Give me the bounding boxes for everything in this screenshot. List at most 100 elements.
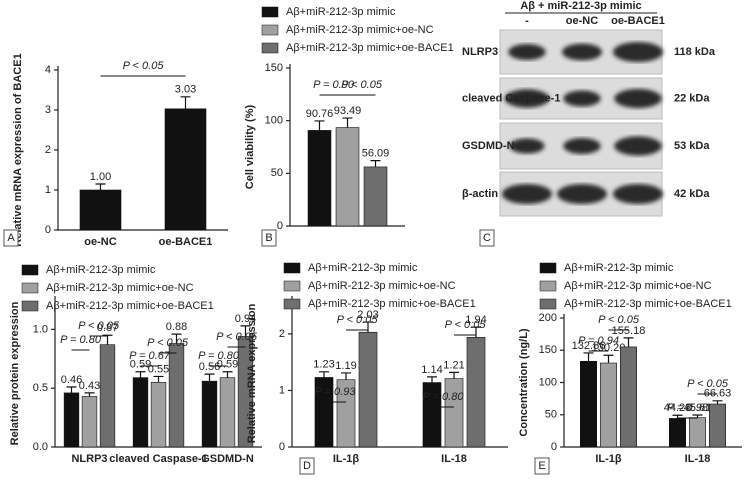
- protein-label: GSDMD-N: [462, 140, 515, 152]
- size-label: 22 kDa: [674, 92, 710, 104]
- value-label: 1.19: [335, 360, 356, 372]
- error-bar: [427, 376, 437, 383]
- value-label: 155.18: [612, 325, 646, 337]
- bar: [688, 417, 706, 448]
- error-bar: [314, 120, 325, 131]
- legend-label: Aβ+miR-212-3p mimic+oe-BACE1: [286, 42, 454, 54]
- error-bar: [712, 400, 723, 405]
- legend-swatch: [21, 282, 39, 294]
- y-axis-label: Relative protein expression: [9, 301, 21, 445]
- x-tick-label: IL-18: [685, 453, 711, 465]
- legend-swatch: [283, 262, 301, 274]
- significance-label: P < 0.05: [445, 319, 487, 331]
- value-label: 0.56: [199, 361, 220, 373]
- legend-swatch: [261, 42, 279, 54]
- protein-label: β-actin: [462, 188, 498, 200]
- lane-label: -: [525, 15, 529, 27]
- blot-band: [563, 90, 601, 107]
- legend-label: Aβ+miR-212-3p mimic: [46, 264, 156, 276]
- bar: [444, 378, 464, 448]
- panel-letter-box: [3, 229, 19, 247]
- value-label: 45.61: [684, 402, 712, 414]
- significance-label: P < 0.05: [78, 320, 120, 332]
- significance-label: P < 0.05: [123, 60, 165, 72]
- bar: [307, 130, 332, 227]
- x-tick-label: IL-1β: [333, 453, 360, 465]
- bar: [466, 337, 486, 448]
- y-tick-label: 50: [545, 409, 557, 421]
- blot-band: [504, 89, 550, 108]
- error-bar: [319, 371, 329, 378]
- bar: [201, 380, 218, 448]
- value-label: 132.86: [572, 340, 606, 352]
- panel-letter-box: [479, 229, 495, 247]
- y-tick-label: 100: [265, 115, 283, 127]
- blot-band: [557, 184, 607, 204]
- x-tick-label: oe-BACE1: [159, 236, 213, 248]
- lane-label: oe-NC: [566, 15, 598, 27]
- blot-band: [563, 138, 601, 154]
- value-label: 3.03: [175, 84, 196, 96]
- error-bar: [171, 333, 182, 344]
- legend-swatch: [539, 298, 557, 310]
- x-tick-label: IL-18: [441, 453, 467, 465]
- error-bar: [623, 337, 634, 347]
- size-label: 42 kDa: [674, 188, 710, 200]
- size-label: 118 kDa: [674, 46, 716, 58]
- blot-band: [614, 136, 662, 156]
- value-label: 1.23: [313, 359, 334, 371]
- y-tick-label: 100: [539, 376, 557, 388]
- x-tick-label: cleaved Caspase-1: [109, 453, 207, 465]
- significance-label: P = 0.90: [313, 79, 355, 91]
- bar: [708, 403, 726, 448]
- blot-band: [614, 88, 662, 109]
- protein-label: NLRP3: [462, 46, 498, 58]
- value-label: 1.21: [443, 359, 464, 371]
- value-label: 44.28: [664, 402, 692, 414]
- error-bar: [449, 371, 459, 379]
- error-bar: [471, 326, 481, 338]
- value-label: 1.14: [421, 364, 442, 376]
- panel-letter: D: [303, 460, 311, 472]
- y-tick-label: 1: [45, 184, 51, 196]
- value-label: 90.76: [306, 108, 334, 120]
- value-label: 0.55: [148, 363, 169, 375]
- legend-label: Aβ+miR-212-3p mimic: [564, 262, 674, 274]
- y-tick-label: 200: [539, 312, 557, 324]
- significance-label: P = 0.80: [198, 350, 240, 362]
- legend-label: Aβ+miR-212-3p mimic+oe-NC: [286, 24, 434, 36]
- size-label: 53 kDa: [674, 140, 710, 152]
- error-bar: [692, 414, 703, 418]
- y-tick-label: 0: [45, 224, 51, 236]
- legend-swatch: [21, 264, 39, 276]
- error-bar: [603, 354, 614, 364]
- legend-label: Aβ+miR-212-3p mimic+oe-NC: [564, 280, 712, 292]
- value-label: 56.09: [362, 148, 390, 160]
- error-bar: [222, 371, 233, 378]
- panel-letter-box: [299, 457, 315, 475]
- y-axis-label: Relative mRNA expression of BACE1: [12, 53, 24, 246]
- lane-label: oe-BACE1: [611, 15, 665, 27]
- y-tick-label: 0: [551, 441, 557, 453]
- value-label: 0.87: [97, 322, 118, 334]
- y-tick-label: 2: [45, 144, 51, 156]
- legend-label: Aβ+miR-212-3p mimic+oe-NC: [308, 280, 456, 292]
- blot-band: [502, 184, 552, 204]
- significance-label: P < 0.05: [687, 378, 729, 390]
- blot-band: [562, 43, 602, 61]
- value-label: 0.88: [166, 321, 187, 333]
- blot-band: [508, 44, 546, 60]
- significance-label: P < 0.05: [337, 314, 379, 326]
- x-tick-label: GSDMD-N: [201, 453, 254, 465]
- panel-letter: A: [7, 232, 15, 244]
- bar: [335, 127, 360, 227]
- legend-label: Aβ+miR-212-3p mimic: [308, 262, 418, 274]
- significance-label: P = 0.94: [578, 335, 619, 347]
- value-label: 0.59: [130, 359, 151, 371]
- error-bar: [341, 372, 351, 380]
- y-tick-label: 2: [279, 328, 285, 340]
- error-bar: [180, 96, 191, 109]
- bar: [132, 377, 149, 448]
